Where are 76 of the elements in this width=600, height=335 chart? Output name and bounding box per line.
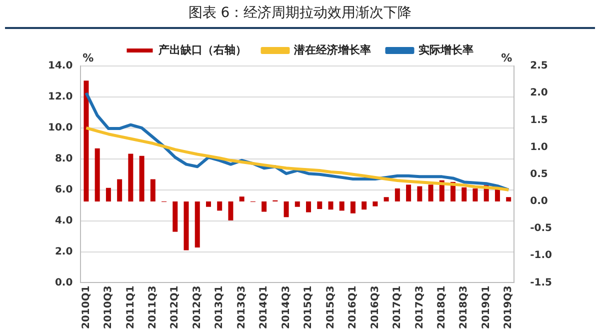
- x-tick-label: 2016Q3: [370, 286, 381, 330]
- bar: [94, 148, 100, 202]
- legend-label: 产出缺口（右轴）: [157, 43, 246, 56]
- bar: [506, 197, 512, 202]
- bar: [328, 201, 334, 210]
- bar: [139, 156, 144, 202]
- y-tick-label: 4.0: [54, 215, 73, 226]
- bar: [117, 179, 122, 202]
- x-tick-label: 2019Q3: [503, 286, 514, 330]
- y2-tick-label: -0.5: [530, 223, 552, 234]
- bar: [106, 188, 111, 202]
- x-tick-label: 2013Q3: [236, 286, 248, 330]
- bar: [462, 187, 467, 202]
- bar: [184, 201, 189, 250]
- y-tick-label: 6.0: [54, 184, 73, 196]
- legend-label: 实际增长率: [418, 43, 474, 56]
- bar: [206, 201, 211, 207]
- bar: [294, 201, 300, 207]
- bar: [194, 201, 200, 248]
- x-tick-label: 2011Q3: [148, 286, 159, 330]
- bar: [350, 201, 356, 214]
- bar: [306, 201, 312, 212]
- bar: [384, 197, 389, 202]
- y2-tick-label: 1.5: [530, 114, 548, 126]
- x-tick-label: 2016Q1: [348, 286, 359, 330]
- x-tick-label: 2018Q3: [458, 286, 470, 330]
- bar: [84, 80, 89, 202]
- bar: [239, 196, 244, 202]
- bar: [172, 201, 178, 232]
- x-tick-label: 2019Q1: [480, 286, 492, 330]
- x-tick-label: 2010Q3: [103, 286, 114, 330]
- bar: [406, 184, 412, 202]
- bar: [372, 201, 378, 206]
- bar: [394, 188, 400, 202]
- y2-tick-label: -1.0: [530, 250, 552, 262]
- bar: [317, 201, 322, 210]
- y-tick-label: 2.0: [54, 246, 73, 258]
- bar: [494, 190, 500, 202]
- chart-title: 图表 6：经济周期拉动效用渐次下降: [5, 4, 595, 29]
- y-tick-label: 0.0: [54, 277, 73, 288]
- bar: [284, 201, 289, 218]
- y2-axis-title: %: [501, 51, 512, 64]
- x-tick-label: 2011Q1: [125, 286, 136, 330]
- bar: [228, 201, 234, 220]
- bar: [417, 186, 422, 202]
- x-tick-label: 2012Q1: [170, 286, 181, 330]
- bar: [428, 184, 434, 202]
- x-tick-label: 2010Q1: [80, 286, 92, 330]
- bar: [362, 201, 367, 210]
- y2-tick-label: 2.5: [530, 60, 548, 72]
- y2-tick-label: 2.0: [530, 88, 548, 99]
- x-tick-label: 2017Q3: [414, 286, 426, 330]
- bar: [339, 201, 344, 211]
- y-tick-label: 14.0: [48, 60, 73, 72]
- bar: [128, 154, 134, 202]
- x-tick-label: 2013Q1: [214, 286, 226, 330]
- x-tick-label: 2015Q3: [325, 286, 336, 330]
- bar: [262, 201, 267, 212]
- legend-label: 潜在经济增长率: [292, 43, 371, 56]
- bar: [217, 201, 222, 211]
- x-tick-label: 2014Q1: [258, 286, 270, 330]
- y-axis-title: %: [82, 51, 94, 64]
- bar: [472, 188, 478, 202]
- y-tick-label: 12.0: [48, 92, 73, 103]
- x-tick-label: 2015Q1: [303, 286, 314, 330]
- x-tick-label: 2012Q3: [192, 286, 203, 330]
- x-tick-label: 2014Q3: [280, 286, 292, 330]
- y2-tick-label: -1.5: [530, 277, 552, 288]
- x-tick-label: 2017Q1: [392, 286, 404, 330]
- y-tick-label: 10.0: [48, 122, 73, 134]
- y2-tick-label: 0.5: [530, 168, 548, 180]
- y2-tick-label: 1.0: [530, 142, 548, 153]
- y-tick-label: 8.0: [54, 153, 73, 164]
- y2-tick-label: 0.0: [530, 196, 548, 208]
- bar: [150, 179, 156, 202]
- x-tick-label: 2018Q1: [436, 286, 448, 330]
